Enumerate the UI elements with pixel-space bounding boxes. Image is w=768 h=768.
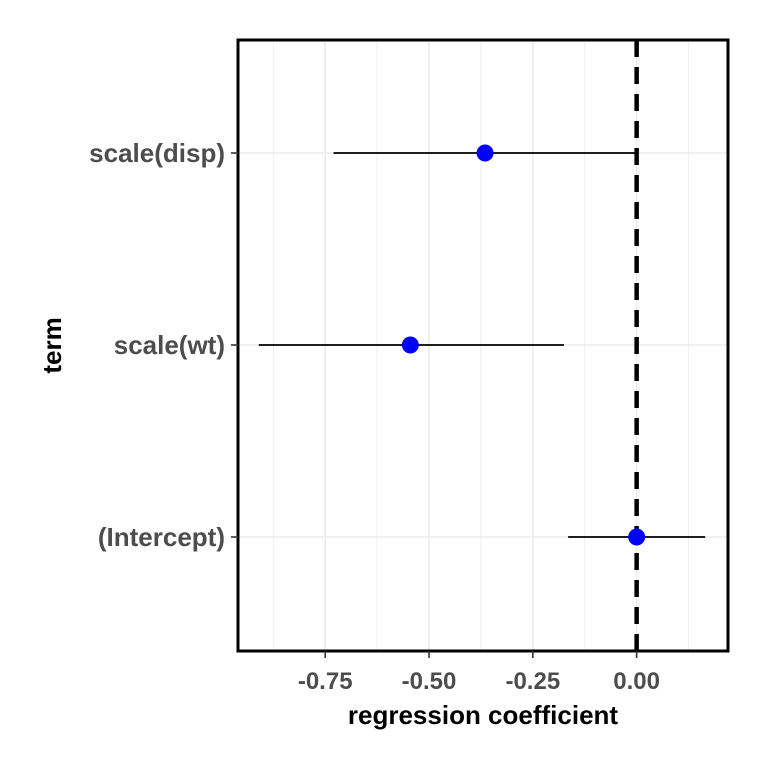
x-tick-label: -0.25 [505, 668, 560, 695]
y-tick-label: scale(wt) [114, 330, 225, 360]
y-axis-title: term [37, 317, 67, 373]
tick-labels: -0.75 -0.50 -0.25 0.00 scale(disp) scale(wt) (… [89, 138, 660, 695]
x-tick-label: -0.50 [402, 668, 457, 695]
point-layer [401, 144, 646, 546]
data-point [401, 336, 419, 354]
x-tick-label: 0.00 [613, 668, 660, 695]
x-tick-label: -0.75 [298, 668, 353, 695]
data-point [476, 144, 494, 162]
x-axis-title: regression coefficient [348, 700, 619, 730]
data-point [628, 528, 646, 546]
y-tick-label: scale(disp) [89, 138, 225, 168]
axis-ticks [231, 152, 638, 658]
y-tick-label: (Intercept) [98, 522, 225, 552]
